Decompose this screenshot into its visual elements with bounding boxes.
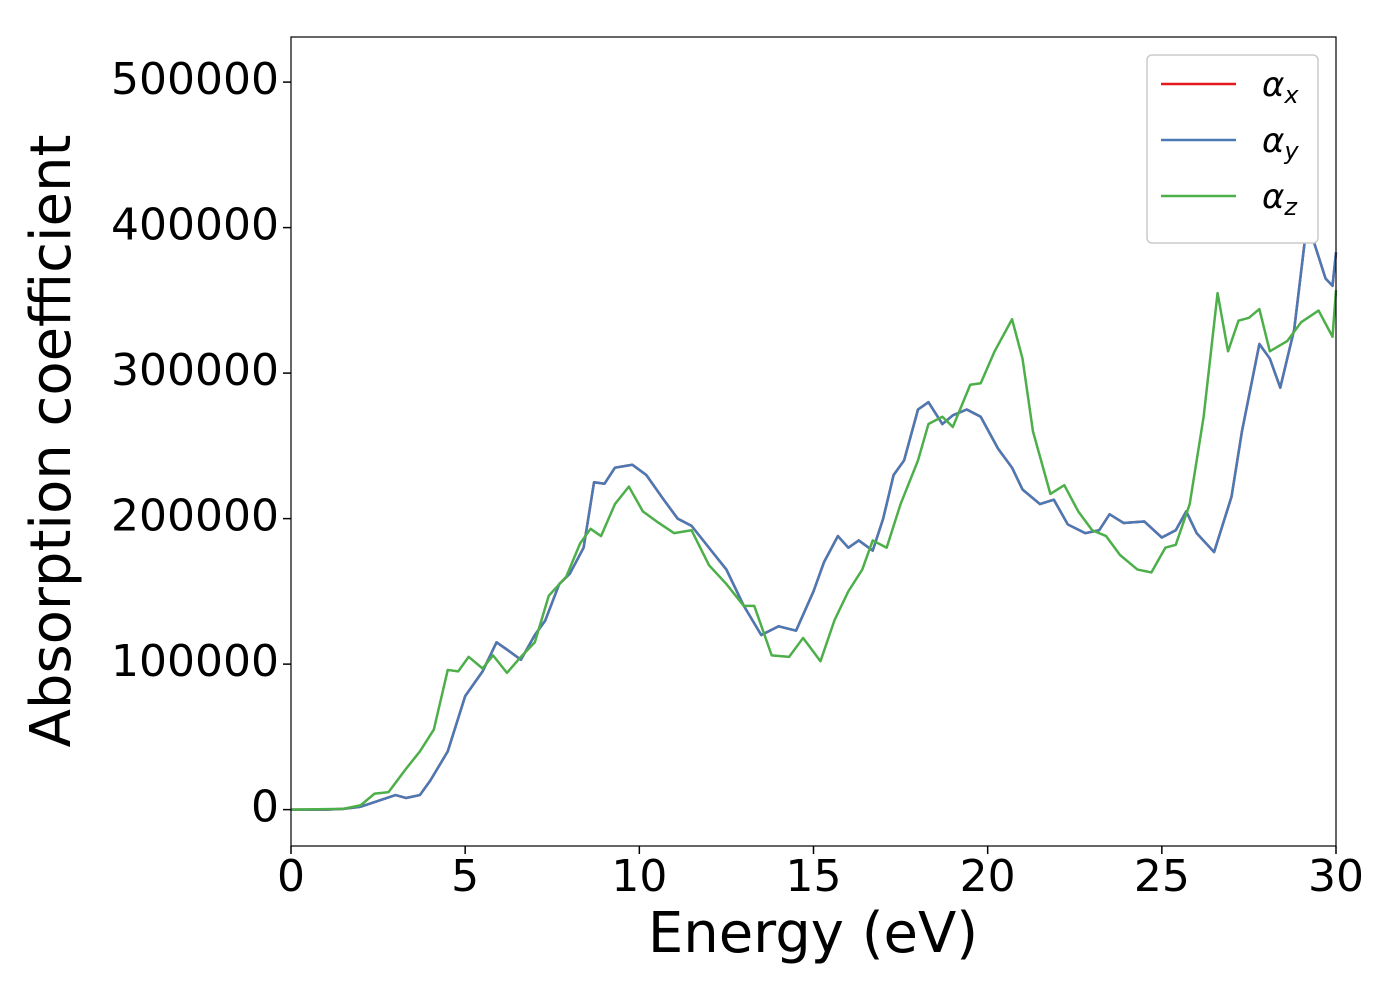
y-tick-label: 0 <box>251 782 279 833</box>
x-tick-label: 5 <box>451 851 479 902</box>
legend-label: αz <box>1262 177 1298 221</box>
legend-label: αx <box>1262 65 1299 109</box>
series-line <box>290 290 1338 811</box>
y-tick-label: 200000 <box>111 491 279 542</box>
series-line <box>291 233 1338 811</box>
plot-frame <box>290 36 1337 847</box>
y-tick-label: 300000 <box>111 345 279 396</box>
y-tick-label: 500000 <box>111 54 279 105</box>
x-tick-label: 10 <box>611 851 667 902</box>
x-axis-title: Energy (eV) <box>648 901 978 966</box>
x-tick-label: 25 <box>1134 851 1190 902</box>
x-tick-label: 0 <box>277 851 305 902</box>
x-tick-label: 20 <box>960 851 1016 902</box>
legend-label: αy <box>1262 121 1299 165</box>
y-tick-label: 400000 <box>111 200 279 251</box>
x-tick-label: 30 <box>1308 851 1364 902</box>
y-axis-title: Absorption coefficient <box>19 135 84 748</box>
x-tick-label: 15 <box>786 851 842 902</box>
y-tick-label: 100000 <box>111 636 279 687</box>
